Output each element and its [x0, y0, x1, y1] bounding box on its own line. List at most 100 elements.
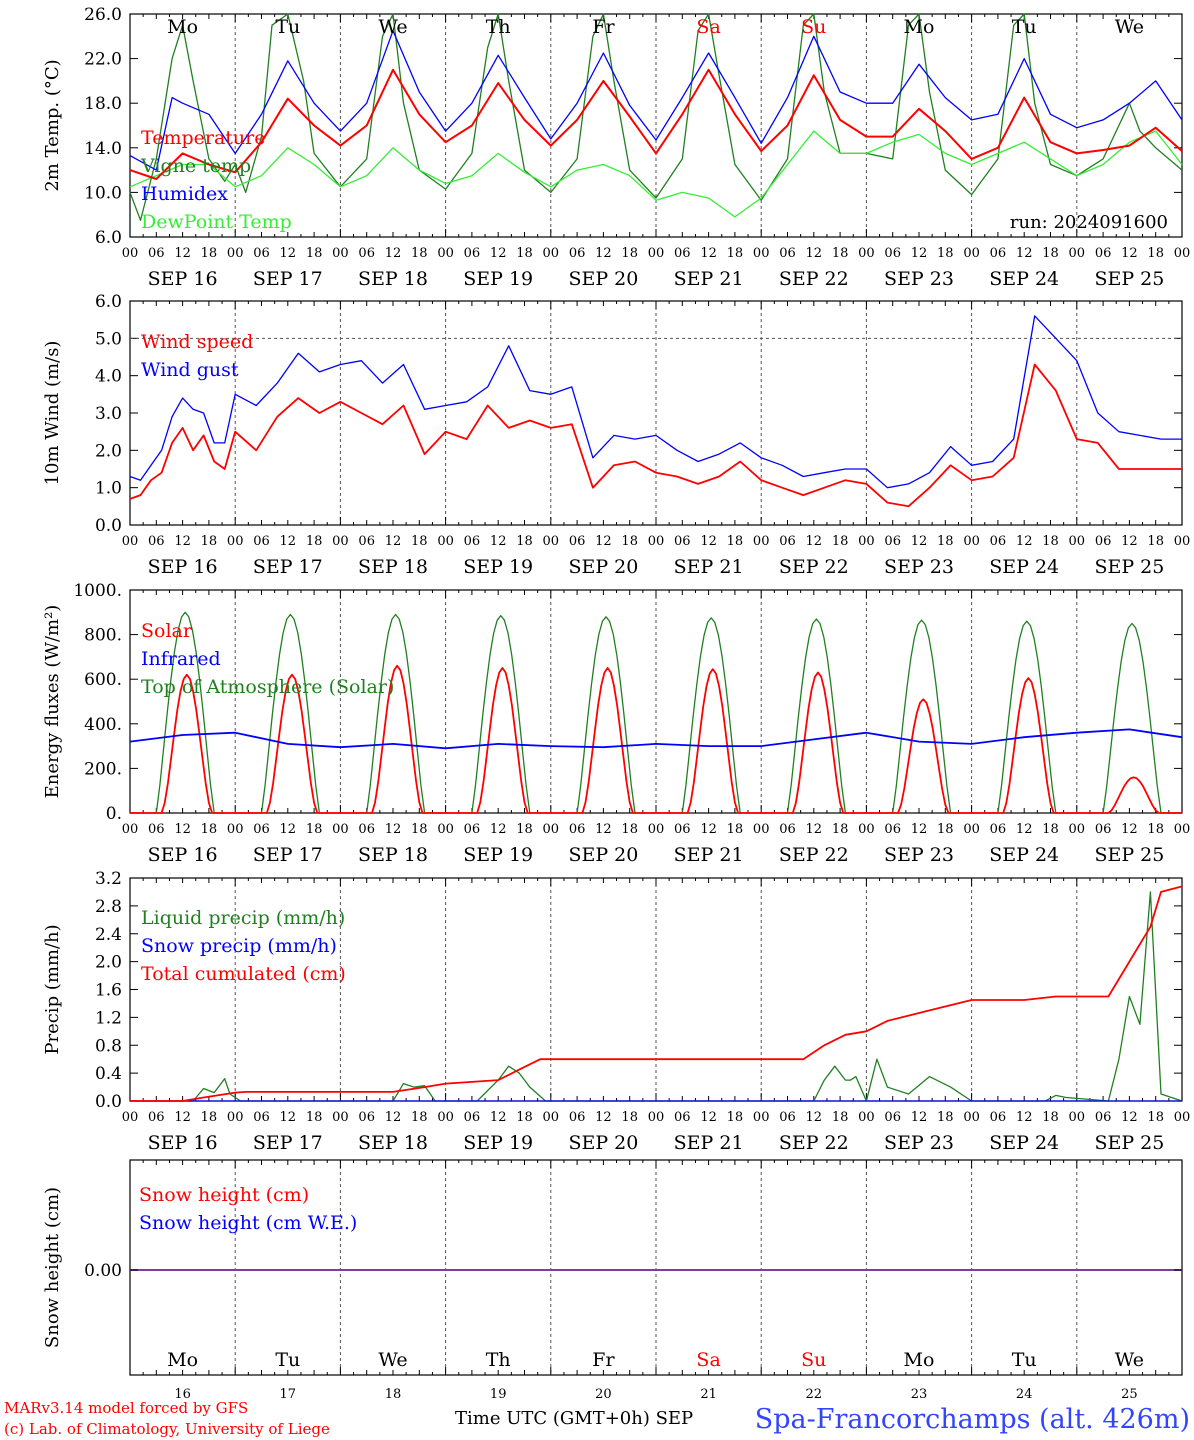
energy-hour-label: 06: [779, 822, 796, 837]
temp-date-label: SEP 17: [253, 268, 323, 290]
energy-hour-label: 18: [411, 822, 428, 837]
precip-hour-label: 06: [674, 1110, 691, 1125]
energy-hour-label: 00: [1174, 822, 1191, 837]
precip-y-tick-label: 2.8: [95, 897, 122, 917]
temp-hour-label: 06: [674, 246, 691, 261]
energy-hour-label: 12: [806, 822, 823, 837]
temp-series-temperature: [129, 68, 1183, 180]
precip-hour-label: 00: [1069, 1110, 1086, 1125]
temp-date-label: SEP 25: [1094, 268, 1164, 290]
precip-hour-label: 00: [753, 1110, 770, 1125]
precip-y-tick-label: 2.0: [95, 953, 122, 973]
snow-weekday-label: We: [1115, 1349, 1144, 1371]
precip-hour-label: 06: [464, 1110, 481, 1125]
snow-day-number: 18: [385, 1387, 402, 1402]
snow-weekday-label: Th: [486, 1349, 511, 1371]
wind-hour-label: 12: [1121, 534, 1138, 549]
wind-hour-label: 18: [1042, 534, 1059, 549]
temp-hour-label: 00: [1069, 246, 1086, 261]
wind-hour-label: 00: [122, 534, 139, 549]
precip-date-label: SEP 23: [884, 1132, 954, 1154]
temp-hour-label: 18: [1042, 246, 1059, 261]
snow-weekday-label: Su: [801, 1349, 826, 1371]
energy-hour-label: 06: [253, 822, 270, 837]
temp-hour-label: 00: [1174, 246, 1191, 261]
energy-hour-label: 00: [648, 822, 665, 837]
precip-date-label: SEP 21: [674, 1132, 744, 1154]
temp-series-humidex: [129, 30, 1183, 171]
wind-hour-label: 12: [490, 534, 507, 549]
precip-hour-label: 18: [516, 1110, 533, 1125]
temp-hour-label: 12: [1016, 246, 1033, 261]
precip-hour-label: 00: [437, 1110, 454, 1125]
temp-hour-label: 18: [727, 246, 744, 261]
energy-hour-label: 18: [621, 822, 638, 837]
chart-panels: 00 06 12 18 00 06 12 18 00 06 12 18 00 06 12 18 00 06 12 18…: [42, 5, 1190, 1402]
energy-date-label: SEP 18: [358, 844, 428, 866]
wind-hour-label: 18: [832, 534, 849, 549]
snow-day-number: 21: [700, 1387, 717, 1402]
energy-hour-label: 00: [122, 822, 139, 837]
x-axis-title: Time UTC (GMT+0h) SEP: [455, 1408, 693, 1429]
wind-y-tick-label: 0.0: [95, 516, 122, 536]
temp-hour-label: 06: [569, 246, 586, 261]
snow-y-axis-label: Snow height (cm): [42, 1187, 63, 1348]
temp-weekday-label: We: [378, 16, 407, 38]
precip-date-label: SEP 22: [779, 1132, 849, 1154]
energy-hour-label: 12: [385, 822, 402, 837]
wind-date-label: SEP 21: [674, 556, 744, 578]
precip-legend-entry: Snow precip (mm/h): [141, 935, 337, 957]
snow-legend-entry: Snow height (cm W.E.): [139, 1212, 357, 1234]
wind-hour-label: 00: [1069, 534, 1086, 549]
station-label: Spa-Francorchamps (alt. 426m): [755, 1404, 1190, 1435]
wind-y-axis-label: 10m Wind (m/s): [42, 341, 63, 486]
wind-panel: 00 06 12 18 00 06 12 18 00 06 12 18 00 06 12 18 00 06 12 18…: [42, 292, 1190, 578]
wind-series-speed: [129, 363, 1182, 508]
temp-hour-label: 12: [490, 246, 507, 261]
wind-hour-label: 18: [411, 534, 428, 549]
wind-hour-label: 06: [779, 534, 796, 549]
energy-hour-label: 12: [490, 822, 507, 837]
temp-hour-label: 18: [411, 246, 428, 261]
energy-hour-label: 00: [963, 822, 980, 837]
wind-hour-label: 06: [990, 534, 1007, 549]
energy-hour-label: 12: [280, 822, 297, 837]
precip-hour-label: 06: [779, 1110, 796, 1125]
precip-panel: 00 06 12 18 00 06 12 18 00 06 12 18 00 06 12 18 00 06 12 18…: [42, 869, 1190, 1154]
precip-hour-label: 06: [253, 1110, 270, 1125]
temp-date-label: SEP 23: [884, 268, 954, 290]
temp-weekday-label: Mo: [167, 16, 198, 38]
snow-day-number: 25: [1121, 1387, 1138, 1402]
temp-hour-label: 00: [648, 246, 665, 261]
energy-hour-label: 06: [569, 822, 586, 837]
precip-y-tick-label: 0.8: [95, 1036, 122, 1056]
energy-date-label: SEP 20: [568, 844, 638, 866]
snow-day-number: 17: [280, 1387, 297, 1402]
energy-y-tick-label: 1000.: [73, 581, 122, 601]
temp-hour-label: 00: [332, 246, 349, 261]
energy-hour-label: 18: [1147, 822, 1164, 837]
wind-date-label: SEP 20: [568, 556, 638, 578]
energy-panel: 00 06 12 18 00 06 12 18 00 06 12 18 00 06 12 18 00 06 12 18…: [42, 581, 1190, 866]
run-label: run: 2024091600: [1010, 212, 1168, 233]
temp-hour-label: 00: [543, 246, 560, 261]
precip-date-label: SEP 16: [148, 1132, 218, 1154]
precip-hour-label: 00: [1174, 1110, 1191, 1125]
snow-y-tick-label: 0.00: [84, 1261, 122, 1281]
precip-legend-entry: Liquid precip (mm/h): [141, 907, 345, 929]
wind-hour-label: 12: [280, 534, 297, 549]
wind-hour-label: 00: [753, 534, 770, 549]
energy-hour-label: 00: [753, 822, 770, 837]
precip-hour-label: 06: [148, 1110, 165, 1125]
wind-y-tick-label: 1.0: [95, 479, 122, 499]
precip-y-axis-label: Precip (mm/h): [42, 924, 63, 1054]
temp-hour-label: 06: [148, 246, 165, 261]
temp-hour-label: 06: [884, 246, 901, 261]
wind-hour-label: 12: [174, 534, 191, 549]
precip-hour-label: 12: [385, 1110, 402, 1125]
snow-panel: Snow height (cm) 0.00 Snow height (cm) Snow…: [42, 1159, 1183, 1402]
temp-hour-label: 06: [464, 246, 481, 261]
wind-hour-label: 12: [911, 534, 928, 549]
energy-y-tick-label: 0.: [106, 804, 122, 824]
temp-hour-label: 12: [1121, 246, 1138, 261]
